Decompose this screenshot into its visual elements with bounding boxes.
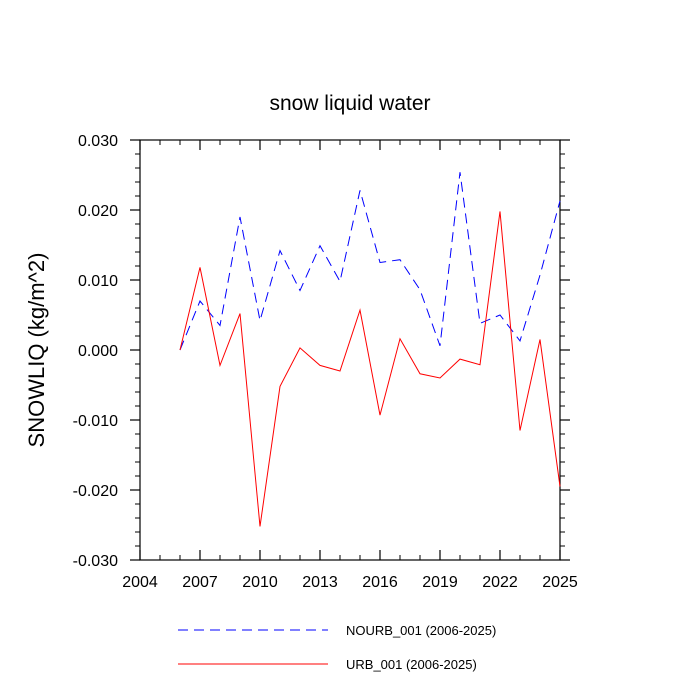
y-tick-label: 0.000 <box>78 343 118 360</box>
y-tick-label: -0.020 <box>73 483 118 500</box>
x-tick-label: 2025 <box>542 574 578 591</box>
axis-ticks: 2004 2007 2010 2013 2016 2019 2022 2025 -0.030 -0… <box>73 133 578 591</box>
legend-label-urb: URB_001 (2006-2025) <box>346 657 477 672</box>
y-tick-label: 0.010 <box>78 273 118 290</box>
chart-title: snow liquid water <box>269 92 430 115</box>
y-tick-label: -0.010 <box>73 413 118 430</box>
x-tick-label: 2007 <box>182 574 218 591</box>
x-tick-label: 2010 <box>242 574 278 591</box>
y-tick-label: -0.030 <box>73 553 118 570</box>
x-tick-label: 2019 <box>422 574 458 591</box>
series-line-urb <box>179 211 561 527</box>
x-tick-label: 2022 <box>482 574 518 591</box>
legend: NOURB_001 (2006-2025) URB_001 (2006-2025) <box>178 623 496 672</box>
y-axis-label: SNOWLIQ (kg/m^2) <box>24 253 49 448</box>
series-line-nourb <box>179 172 561 351</box>
x-tick-label: 2013 <box>302 574 338 591</box>
series-layer <box>179 172 561 527</box>
y-tick-label: 0.030 <box>78 133 118 150</box>
y-tick-label: 0.020 <box>78 203 118 220</box>
plot-frame <box>139 139 561 561</box>
x-tick-label: 2004 <box>122 574 158 591</box>
x-tick-label: 2016 <box>362 574 398 591</box>
legend-label-nourb: NOURB_001 (2006-2025) <box>346 623 496 638</box>
